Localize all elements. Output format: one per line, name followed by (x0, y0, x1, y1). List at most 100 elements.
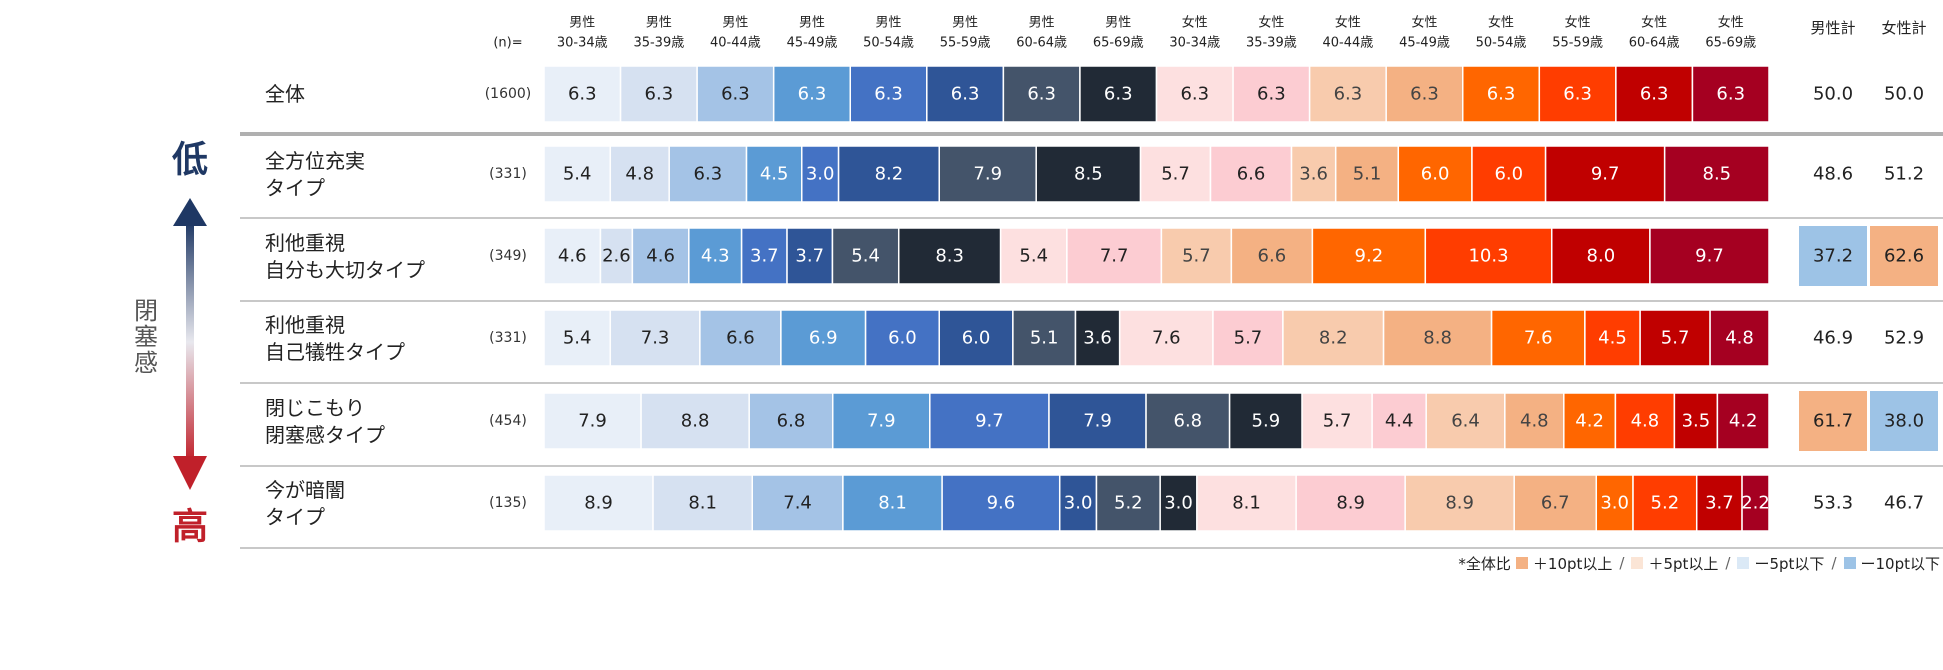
bar-segment (1058, 474, 1098, 532)
bar-segment (1371, 392, 1427, 450)
total-male: 48.6 (1813, 164, 1853, 185)
data-label: 6.3 (1334, 84, 1363, 105)
bar-segment (543, 474, 654, 532)
bar-segment (1334, 145, 1400, 203)
total-highlight (1870, 391, 1938, 451)
bar-segment (1118, 309, 1214, 367)
data-label: 7.9 (867, 411, 896, 432)
data-label: 4.8 (625, 164, 654, 185)
data-label: 3.0 (806, 164, 835, 185)
column-header-age: 40-44歳 (710, 36, 761, 51)
row-n: (135) (489, 495, 527, 511)
column-header-gender: 女性 (1641, 15, 1667, 31)
bar-segment (543, 145, 612, 203)
data-label: 4.2 (1575, 411, 1604, 432)
bar-segment (1595, 474, 1634, 532)
total-header-male: 男性計 (1810, 19, 1855, 37)
data-label: 7.9 (1083, 411, 1112, 432)
total-header-female: 女性計 (1881, 19, 1926, 37)
bar-segment (751, 474, 844, 532)
bar-segment (842, 474, 943, 532)
data-label: 6.8 (1174, 411, 1203, 432)
data-label: 5.9 (1252, 411, 1281, 432)
bar-segment (1012, 309, 1077, 367)
data-label: 6.0 (888, 328, 917, 349)
bar-segment (1282, 309, 1385, 367)
data-label: 9.7 (1695, 246, 1724, 267)
data-label: 4.2 (1729, 411, 1758, 432)
legend-swatch-plus5 (1631, 557, 1644, 569)
bar-segment (831, 392, 931, 450)
data-label: 4.4 (1385, 411, 1414, 432)
data-label: 6.3 (1716, 84, 1745, 105)
data-label: 4.8 (1520, 411, 1549, 432)
row-n: (349) (489, 248, 527, 264)
data-label: 8.5 (1703, 164, 1732, 185)
column-header-age: 35-39歳 (633, 36, 684, 51)
bar-segment (780, 309, 867, 367)
bar-segment (1673, 392, 1719, 450)
bar-segment (1212, 309, 1284, 367)
data-label: 8.9 (584, 493, 613, 514)
column-header-age: 50-54歳 (1476, 36, 1527, 51)
data-label: 8.2 (1319, 328, 1348, 349)
data-label: 5.7 (1182, 246, 1211, 267)
legend-swatch-minus5 (1737, 557, 1750, 569)
column-header-gender: 男性 (569, 16, 595, 31)
total-female: 52.9 (1884, 328, 1924, 349)
bar-segment (1066, 227, 1163, 285)
row-label-line2: 自分も大切タイプ (265, 258, 425, 282)
column-header-age: 60-64歳 (1016, 36, 1067, 51)
bar-segment (599, 227, 634, 285)
bar-segment (1544, 145, 1666, 203)
data-label: 6.7 (1541, 493, 1570, 514)
data-label: 8.5 (1074, 164, 1103, 185)
data-label: 3.7 (795, 246, 824, 267)
legend: *全体比 ＋10pt以上 / ＋5pt以上 / ー5pt以下 / ー10pt以下 (1458, 554, 1940, 573)
axis-title: 感 (134, 349, 158, 377)
legend-prefix: *全体比 (1458, 554, 1511, 573)
row-label-line1: 全方位充実 (265, 149, 365, 173)
total-male: 61.7 (1813, 411, 1853, 432)
bar-segment (1290, 145, 1337, 203)
total-male: 37.2 (1813, 246, 1853, 267)
data-label: 4.6 (558, 246, 587, 267)
legend-swatch-plus10 (1515, 557, 1528, 569)
data-label: 9.7 (1591, 164, 1620, 185)
bar-segment (1471, 145, 1547, 203)
data-label: 3.6 (1299, 164, 1328, 185)
bar-segment (1490, 309, 1586, 367)
total-highlight (1870, 226, 1938, 286)
data-label: 7.7 (1100, 246, 1129, 267)
bar-segment (1079, 65, 1158, 123)
total-female: 62.6 (1884, 246, 1924, 267)
column-header-gender: 女性 (1258, 15, 1284, 31)
column-header-gender: 男性 (1029, 16, 1055, 31)
column-header-age: 50-54歳 (863, 36, 914, 51)
column-header-age: 45-49歳 (1399, 36, 1450, 51)
axis-title: 閉 (134, 297, 158, 325)
row-label-line2: 閉塞感タイプ (265, 423, 385, 447)
bar-segment (1639, 309, 1711, 367)
data-label: 6.3 (1563, 84, 1592, 105)
n-header: (n)= (493, 36, 522, 51)
data-label: 5.2 (1651, 493, 1680, 514)
column-header-gender: 男性 (799, 16, 825, 31)
data-label: 6.0 (962, 328, 991, 349)
bar-segment (941, 474, 1061, 532)
data-label: 3.0 (1164, 493, 1193, 514)
bar-segment (609, 309, 701, 367)
column-header-gender: 男性 (1105, 16, 1131, 31)
bar-segment (699, 309, 782, 367)
data-label: 3.5 (1682, 411, 1711, 432)
bar-segment (640, 392, 750, 450)
data-label: 5.1 (1030, 328, 1059, 349)
data-label: 6.3 (1487, 84, 1516, 105)
bar-segment (1504, 392, 1565, 450)
data-label: 3.7 (750, 246, 779, 267)
bar-segment (1663, 145, 1770, 203)
data-label: 4.3 (701, 246, 730, 267)
bar-segment (1632, 474, 1698, 532)
column-header-age: 35-39歳 (1246, 36, 1297, 51)
data-label: 8.2 (875, 164, 904, 185)
